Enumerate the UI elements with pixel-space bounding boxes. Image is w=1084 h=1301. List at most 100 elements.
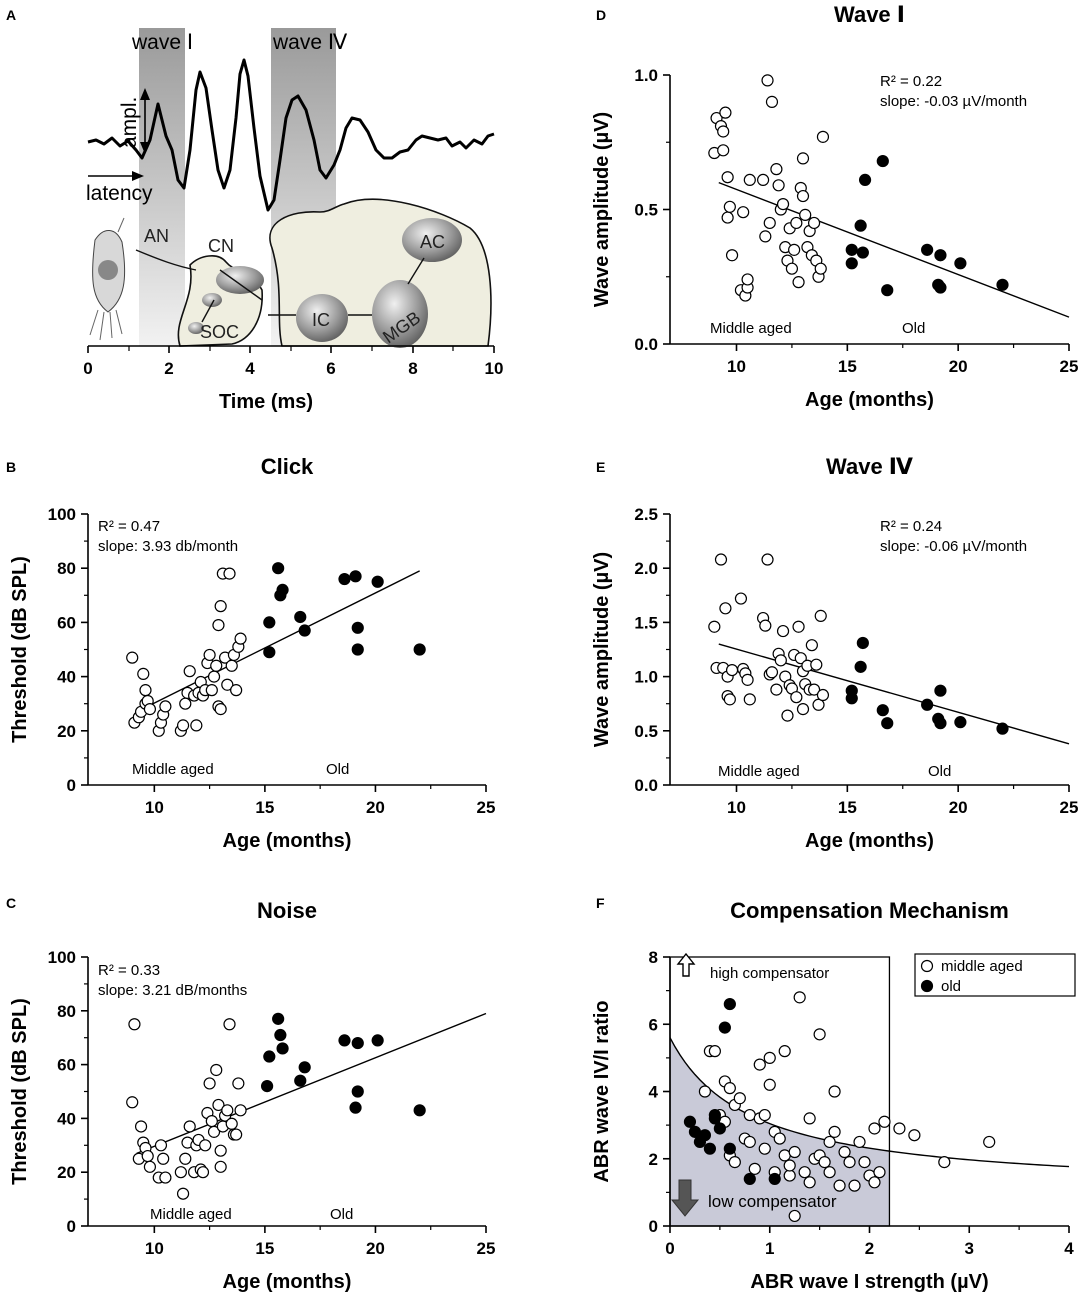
data-point-old [683,1115,697,1128]
ac-nucleus [402,218,462,262]
data-point-old [996,722,1009,735]
chart-title: Click [261,454,314,479]
data-point-middle-aged [743,1135,756,1149]
data-point-old [276,583,289,596]
data-point-middle-aged [137,667,150,680]
data-point-middle-aged [159,1171,172,1184]
high-arrow-icon [676,952,696,977]
data-point-middle-aged [761,74,774,87]
high-compensator-label: high compensator [710,965,829,982]
data-point-middle-aged [812,698,825,711]
data-point-middle-aged [221,1104,234,1117]
latency-label: latency [86,182,153,205]
data-point-middle-aged [214,1144,227,1157]
stat-slope-c: slope: 3.21 dB/months [98,982,247,999]
data-point-middle-aged [223,567,236,580]
ic-label: IC [312,310,330,330]
time-tick-label: 2 [164,359,173,378]
data-point-old [768,1172,781,1186]
data-point-middle-aged [788,243,801,256]
data-point-middle-aged [805,639,818,652]
data-point-old [294,1074,307,1087]
data-point-middle-aged [758,1142,771,1155]
cn-nucleus [216,266,264,294]
data-point-middle-aged [214,600,227,613]
panel-letter-d: D [596,7,606,23]
chart-click: Click 0 20 40 60 80 100 10 15 20 25 Age (months) Thr… [9,454,495,852]
data-point-middle-aged [843,1156,856,1169]
x-tick-label: 10 [145,1239,164,1258]
data-point-old [881,284,894,297]
data-point-middle-aged [759,619,772,632]
data-point-middle-aged [823,1135,836,1149]
panel-letter-c: C [6,895,16,911]
time-tick-label: 4 [245,359,255,378]
abr-trace [87,58,495,212]
x-tick-label: 0 [665,1239,674,1258]
data-point-middle-aged [868,1122,881,1135]
y-tick-label: 80 [57,1002,76,1021]
soc-label: SOC [200,322,239,342]
data-point-old [263,616,276,629]
data-point-middle-aged [823,1166,836,1179]
data-point-middle-aged [143,1160,157,1173]
data-point-middle-aged [176,1187,190,1200]
data-point-middle-aged [873,1166,886,1179]
data-point-middle-aged [743,173,756,187]
data-point-old [272,562,285,575]
data-point-old [934,684,947,697]
legend-label: old [941,978,961,995]
data-point-middle-aged [748,1162,761,1175]
y-tick-label: 1.0 [634,66,658,85]
data-point-middle-aged [794,652,807,665]
data-point-middle-aged [799,208,812,221]
data-point-middle-aged [798,1166,811,1179]
data-point-middle-aged [790,216,803,230]
data-point-middle-aged [778,1045,791,1058]
data-point-middle-aged [210,659,223,672]
y-tick-label: 2 [649,1150,658,1169]
panel-letter-a: A [6,7,16,23]
y-tick-label: 0.0 [634,776,658,795]
data-point-middle-aged [833,1179,846,1192]
data-point-middle-aged [212,1098,225,1112]
panel-letter-f: F [596,895,605,911]
data-point-old [708,1108,721,1122]
data-point-middle-aged [741,673,754,686]
data-point-middle-aged [776,624,790,638]
data-point-old [349,570,362,583]
f-annotations: high compensator low compensator [670,952,837,1217]
data-point-old [723,997,736,1011]
data-point-middle-aged [796,152,810,165]
data-point-old [996,278,1009,291]
data-point-middle-aged [721,171,734,184]
latency-arrowhead [132,171,144,181]
data-point-old [294,610,307,624]
data-point-middle-aged [938,1156,951,1169]
data-point-middle-aged [714,553,728,566]
data-point-middle-aged [792,276,805,289]
data-point-old [351,621,364,634]
y-tick-label: 0.5 [634,722,658,741]
y-axis-label: Wave amplitude (µV) [591,112,613,307]
data-point-middle-aged [154,1139,168,1152]
group-label-old-b: Old [326,761,349,778]
data-point-old [921,698,934,711]
x-tick-label: 20 [366,1239,385,1258]
data-point-middle-aged [814,262,827,275]
data-point-middle-aged [816,688,830,702]
data-point-old [413,1104,426,1117]
ac-label: AC [420,232,445,252]
data-point-middle-aged [758,1108,771,1122]
x-tick-label: 25 [477,1239,496,1258]
y-tick-label: 0 [67,776,76,795]
y-tick-label: 40 [57,668,76,687]
data-point-middle-aged [199,1139,212,1152]
data-point-middle-aged [205,684,218,697]
chart-title: Wave Ⅰ [834,2,905,27]
time-axis-label: Time (ms) [219,391,313,413]
data-point-old [371,1034,384,1047]
group-label-old-c: Old [330,1206,353,1223]
y-tick-label: 1.0 [634,668,658,687]
